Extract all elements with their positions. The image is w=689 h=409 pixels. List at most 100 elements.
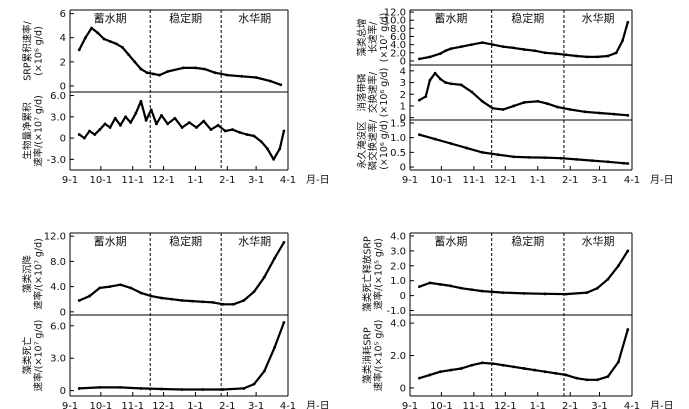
y-tick-label: 1 [400, 101, 406, 112]
data-point [418, 376, 421, 380]
x-tick-label: 12-1 [152, 175, 175, 186]
data-point [626, 162, 630, 165]
data-point [543, 370, 547, 374]
series-line [419, 133, 628, 165]
data-point [232, 302, 235, 306]
data-point [449, 368, 453, 372]
data-point [252, 134, 256, 138]
y-axis-title: 永久淹没区 [356, 121, 368, 169]
data-point [612, 112, 616, 116]
period-label: 稳定期 [169, 234, 202, 248]
y-tick-label: 0 [400, 383, 406, 394]
data-point [279, 83, 283, 87]
data-point [512, 365, 516, 369]
data-point [480, 99, 484, 103]
data-point [449, 284, 453, 288]
y-tick-label: 0 [60, 307, 66, 318]
data-point [522, 48, 526, 51]
period-label: 蓄水期 [94, 12, 127, 25]
data-point [568, 108, 572, 111]
data-point [606, 160, 610, 164]
y-tick-label: 2.0 [390, 48, 406, 59]
data-point [459, 83, 463, 87]
data-point [118, 385, 122, 389]
y-tick-label: 0 [400, 113, 406, 124]
y-axis-title: 速率/(×10⁷ g/d) [33, 238, 45, 310]
x-tick-label: 11-1 [121, 401, 144, 409]
data-point [616, 360, 620, 364]
y-tick-label: 2 [400, 90, 406, 101]
data-point [173, 116, 177, 120]
y-tick-label: -1.0 [386, 306, 406, 317]
data-point [459, 367, 463, 370]
x-tick-label: 1-1 [530, 175, 546, 186]
data-point [459, 286, 463, 290]
data-point [626, 20, 630, 24]
data-point [129, 121, 133, 124]
data-point [180, 299, 184, 302]
data-point [269, 79, 272, 83]
data-point [133, 60, 137, 64]
data-point [533, 368, 537, 372]
x-tick-label: 1-1 [530, 401, 546, 409]
data-point [606, 375, 610, 378]
y-tick-label: 2.0 [390, 261, 406, 272]
data-point [512, 104, 516, 108]
data-point [444, 49, 448, 53]
data-point [459, 45, 463, 49]
y-tick-label: 1.5 [390, 118, 406, 129]
y-axis-title: (×10⁶ g/d) [34, 26, 45, 76]
data-point [614, 51, 618, 55]
data-point [221, 302, 225, 306]
y-tick-label: -3.0 [46, 155, 66, 166]
data-point [596, 55, 599, 59]
data-point [108, 39, 112, 43]
data-point [606, 54, 610, 58]
data-point [444, 81, 448, 84]
data-point [203, 67, 207, 71]
data-point [428, 78, 432, 82]
y-tick-label: 6.0 [390, 32, 406, 43]
data-point [282, 321, 286, 324]
y-tick-label: 0 [60, 134, 66, 145]
x-tick-label: 1-1 [187, 175, 203, 186]
y-axis-title: 长速率/ [367, 21, 379, 54]
data-point [272, 157, 276, 161]
x-tick-label: 4-1 [624, 401, 640, 409]
y-axis-title: (×10⁷ g/d) [379, 13, 390, 63]
data-point [166, 70, 170, 73]
x-unit-label: 月-日 [306, 174, 330, 186]
data-point [278, 147, 282, 151]
series-line [78, 27, 282, 86]
data-point [139, 387, 143, 390]
data-point [470, 90, 474, 94]
data-point [259, 140, 263, 144]
data-point [585, 291, 589, 295]
data-point [556, 105, 560, 109]
data-point [512, 155, 516, 159]
data-point [527, 155, 531, 159]
data-point [418, 133, 421, 137]
data-point [88, 129, 91, 133]
data-point [231, 128, 234, 131]
data-point [564, 373, 568, 377]
data-point [522, 367, 526, 370]
data-point [543, 156, 547, 160]
data-point [139, 67, 143, 71]
data-point [418, 57, 421, 61]
data-point [438, 283, 442, 286]
y-tick-label: 3.0 [50, 112, 66, 123]
x-tick-label: 10-1 [430, 175, 453, 186]
data-point [449, 47, 453, 51]
x-tick-label: 3-1 [248, 175, 264, 186]
y-tick-label: 4.0 [50, 282, 66, 293]
x-tick-label: 9-1 [402, 175, 418, 186]
data-point [202, 119, 206, 123]
data-point [273, 346, 277, 349]
data-point [144, 118, 148, 122]
data-point [465, 146, 468, 150]
y-tick-label: 1.0 [390, 276, 406, 287]
data-point [211, 300, 215, 304]
y-tick-label: 0 [60, 386, 66, 397]
data-point [180, 388, 184, 391]
